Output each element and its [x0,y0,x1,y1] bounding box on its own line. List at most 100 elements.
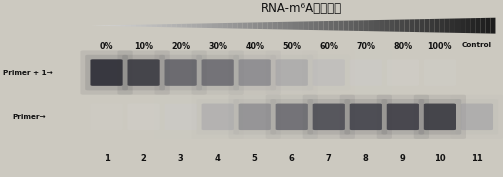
FancyBboxPatch shape [276,104,308,130]
Polygon shape [278,22,283,29]
Polygon shape [404,19,409,32]
Text: 70%: 70% [356,42,375,52]
Polygon shape [146,24,151,27]
FancyBboxPatch shape [271,55,313,90]
FancyBboxPatch shape [387,104,419,130]
FancyBboxPatch shape [80,50,133,95]
Polygon shape [227,23,232,28]
FancyBboxPatch shape [381,99,424,135]
Polygon shape [465,18,470,33]
Polygon shape [247,22,253,29]
Text: Primer→: Primer→ [13,114,46,120]
Polygon shape [116,25,121,26]
FancyBboxPatch shape [424,104,456,130]
Polygon shape [323,21,328,30]
Text: 10: 10 [434,154,446,163]
Polygon shape [359,20,364,31]
FancyBboxPatch shape [118,50,170,95]
FancyBboxPatch shape [233,55,276,90]
Polygon shape [242,23,247,29]
Polygon shape [141,25,146,27]
FancyBboxPatch shape [303,95,355,139]
Polygon shape [263,22,268,29]
Polygon shape [131,25,136,27]
FancyBboxPatch shape [122,55,165,90]
Text: 7: 7 [326,154,331,163]
Polygon shape [480,18,485,33]
Text: Primer + 1→: Primer + 1→ [3,70,52,76]
Polygon shape [313,21,318,30]
Polygon shape [374,20,379,31]
FancyBboxPatch shape [340,95,392,139]
Text: 2: 2 [141,154,146,163]
Polygon shape [339,21,344,31]
Polygon shape [182,24,187,28]
FancyBboxPatch shape [387,59,419,86]
Polygon shape [106,25,111,26]
Polygon shape [460,18,465,33]
Polygon shape [151,24,156,27]
FancyBboxPatch shape [202,59,234,86]
Polygon shape [298,21,303,30]
FancyBboxPatch shape [313,104,345,130]
FancyBboxPatch shape [192,50,244,95]
Text: 6: 6 [289,154,295,163]
Text: 1: 1 [104,154,110,163]
FancyBboxPatch shape [196,99,239,135]
FancyBboxPatch shape [424,59,456,86]
Text: 11: 11 [471,154,483,163]
Polygon shape [96,25,101,26]
Polygon shape [111,25,116,26]
Polygon shape [136,25,141,27]
Polygon shape [202,23,207,28]
Polygon shape [430,19,435,32]
FancyBboxPatch shape [418,99,461,135]
Text: 10%: 10% [134,42,153,52]
Polygon shape [379,20,384,32]
Polygon shape [384,20,389,32]
FancyBboxPatch shape [154,50,207,95]
Polygon shape [283,22,288,30]
Polygon shape [440,19,445,33]
Polygon shape [450,19,455,33]
Text: 9: 9 [400,154,406,163]
Polygon shape [349,21,354,31]
Polygon shape [212,23,217,28]
FancyBboxPatch shape [238,59,271,86]
Text: 30%: 30% [208,42,227,52]
FancyBboxPatch shape [276,59,308,86]
Text: 20%: 20% [171,42,190,52]
Polygon shape [207,23,212,28]
Polygon shape [187,24,192,28]
Polygon shape [172,24,177,27]
Polygon shape [177,24,182,27]
FancyBboxPatch shape [456,99,498,135]
Text: 8: 8 [363,154,369,163]
FancyBboxPatch shape [164,104,197,130]
FancyBboxPatch shape [127,59,159,86]
FancyBboxPatch shape [307,99,350,135]
FancyBboxPatch shape [238,104,271,130]
Polygon shape [288,22,293,30]
Polygon shape [192,24,197,28]
Text: 80%: 80% [393,42,412,52]
Polygon shape [126,25,131,26]
Polygon shape [445,19,450,33]
Polygon shape [409,19,414,32]
FancyBboxPatch shape [266,95,318,139]
Polygon shape [435,19,440,33]
FancyBboxPatch shape [350,59,382,86]
Text: 60%: 60% [319,42,339,52]
Polygon shape [318,21,323,30]
Polygon shape [389,20,394,32]
FancyBboxPatch shape [461,104,493,130]
Polygon shape [156,24,161,27]
FancyBboxPatch shape [202,104,234,130]
FancyBboxPatch shape [345,99,387,135]
Polygon shape [101,25,106,26]
FancyBboxPatch shape [91,104,123,130]
Text: Control: Control [462,42,492,48]
Text: 0%: 0% [100,42,113,52]
Polygon shape [237,23,242,29]
Polygon shape [455,18,460,33]
